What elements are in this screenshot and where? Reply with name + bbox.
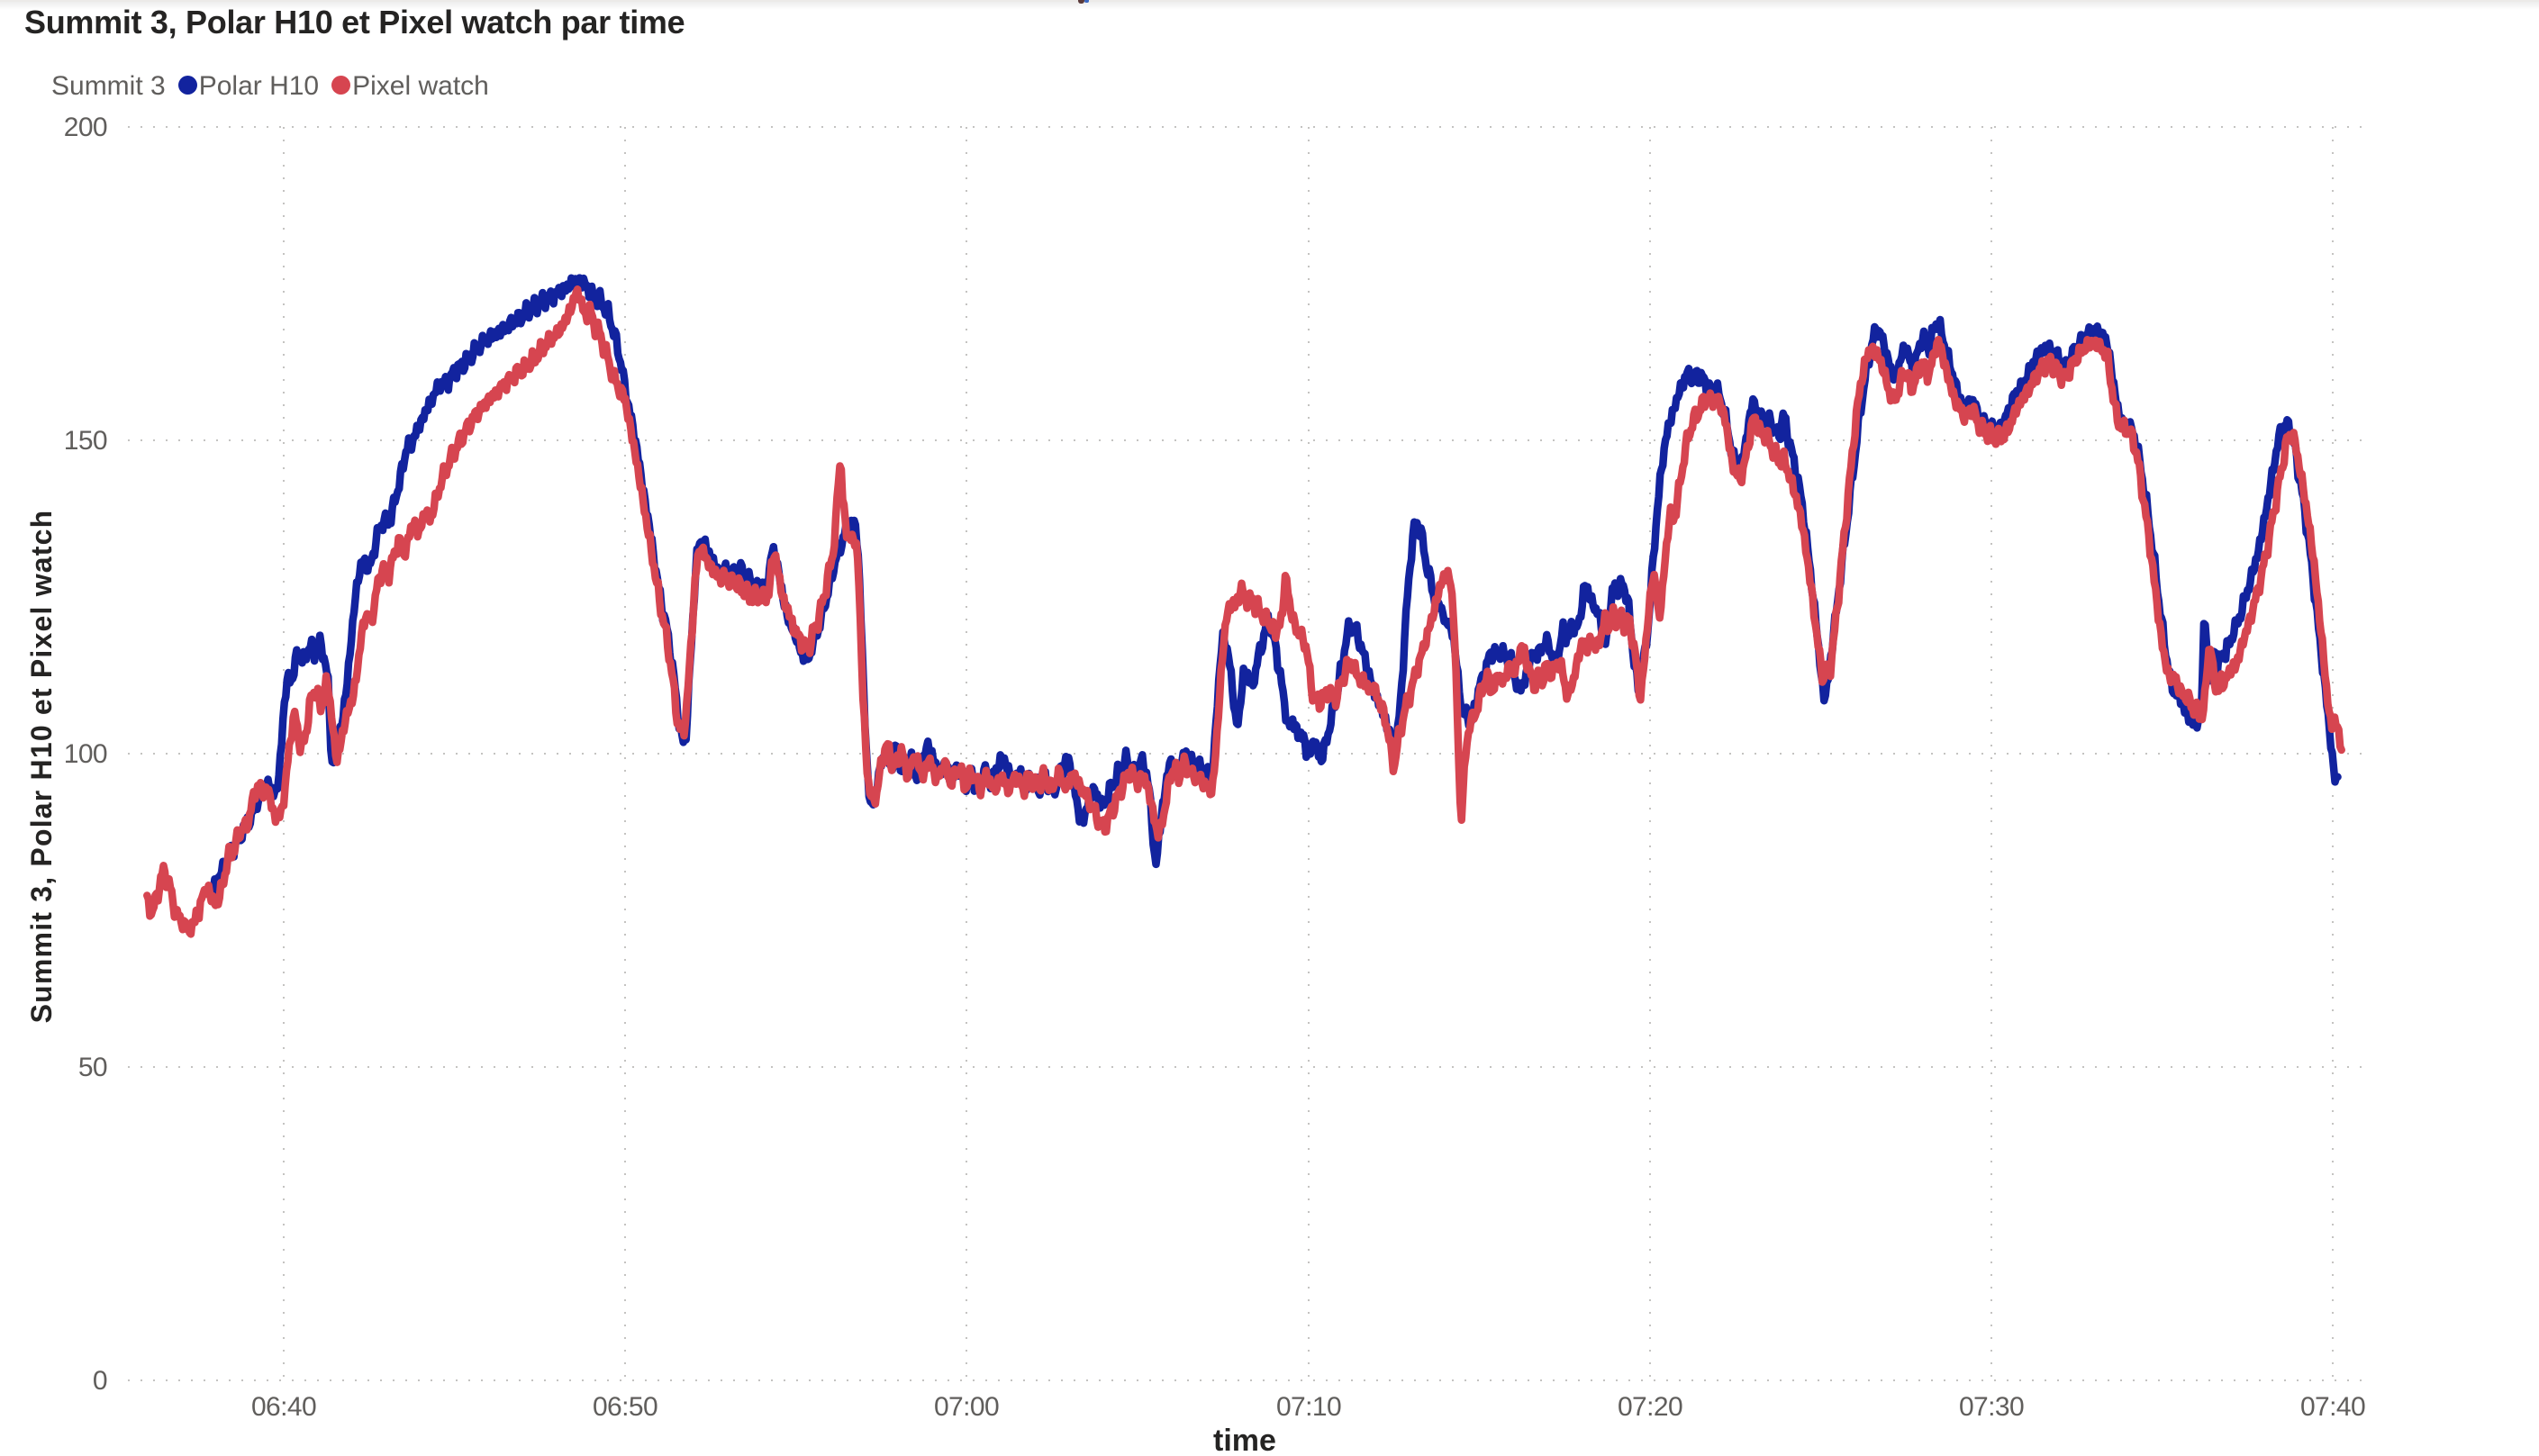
svg-text:07:10: 07:10 [1276, 1392, 1341, 1422]
svg-text:07:40: 07:40 [2300, 1392, 2365, 1422]
svg-text:50: 50 [78, 1053, 107, 1082]
svg-text:0: 0 [93, 1366, 107, 1396]
svg-text:150: 150 [64, 426, 107, 456]
svg-text:06:40: 06:40 [251, 1392, 316, 1422]
svg-text:200: 200 [64, 113, 107, 142]
svg-text:07:30: 07:30 [1959, 1392, 2024, 1422]
svg-text:06:50: 06:50 [593, 1392, 657, 1422]
svg-text:07:00: 07:00 [934, 1392, 999, 1422]
svg-text:Summit 3, Polar H10 et Pixel w: Summit 3, Polar H10 et Pixel watch [25, 510, 58, 1024]
svg-text:100: 100 [64, 739, 107, 769]
svg-text:07:20: 07:20 [1618, 1392, 1682, 1422]
svg-text:time: time [1213, 1424, 1276, 1456]
